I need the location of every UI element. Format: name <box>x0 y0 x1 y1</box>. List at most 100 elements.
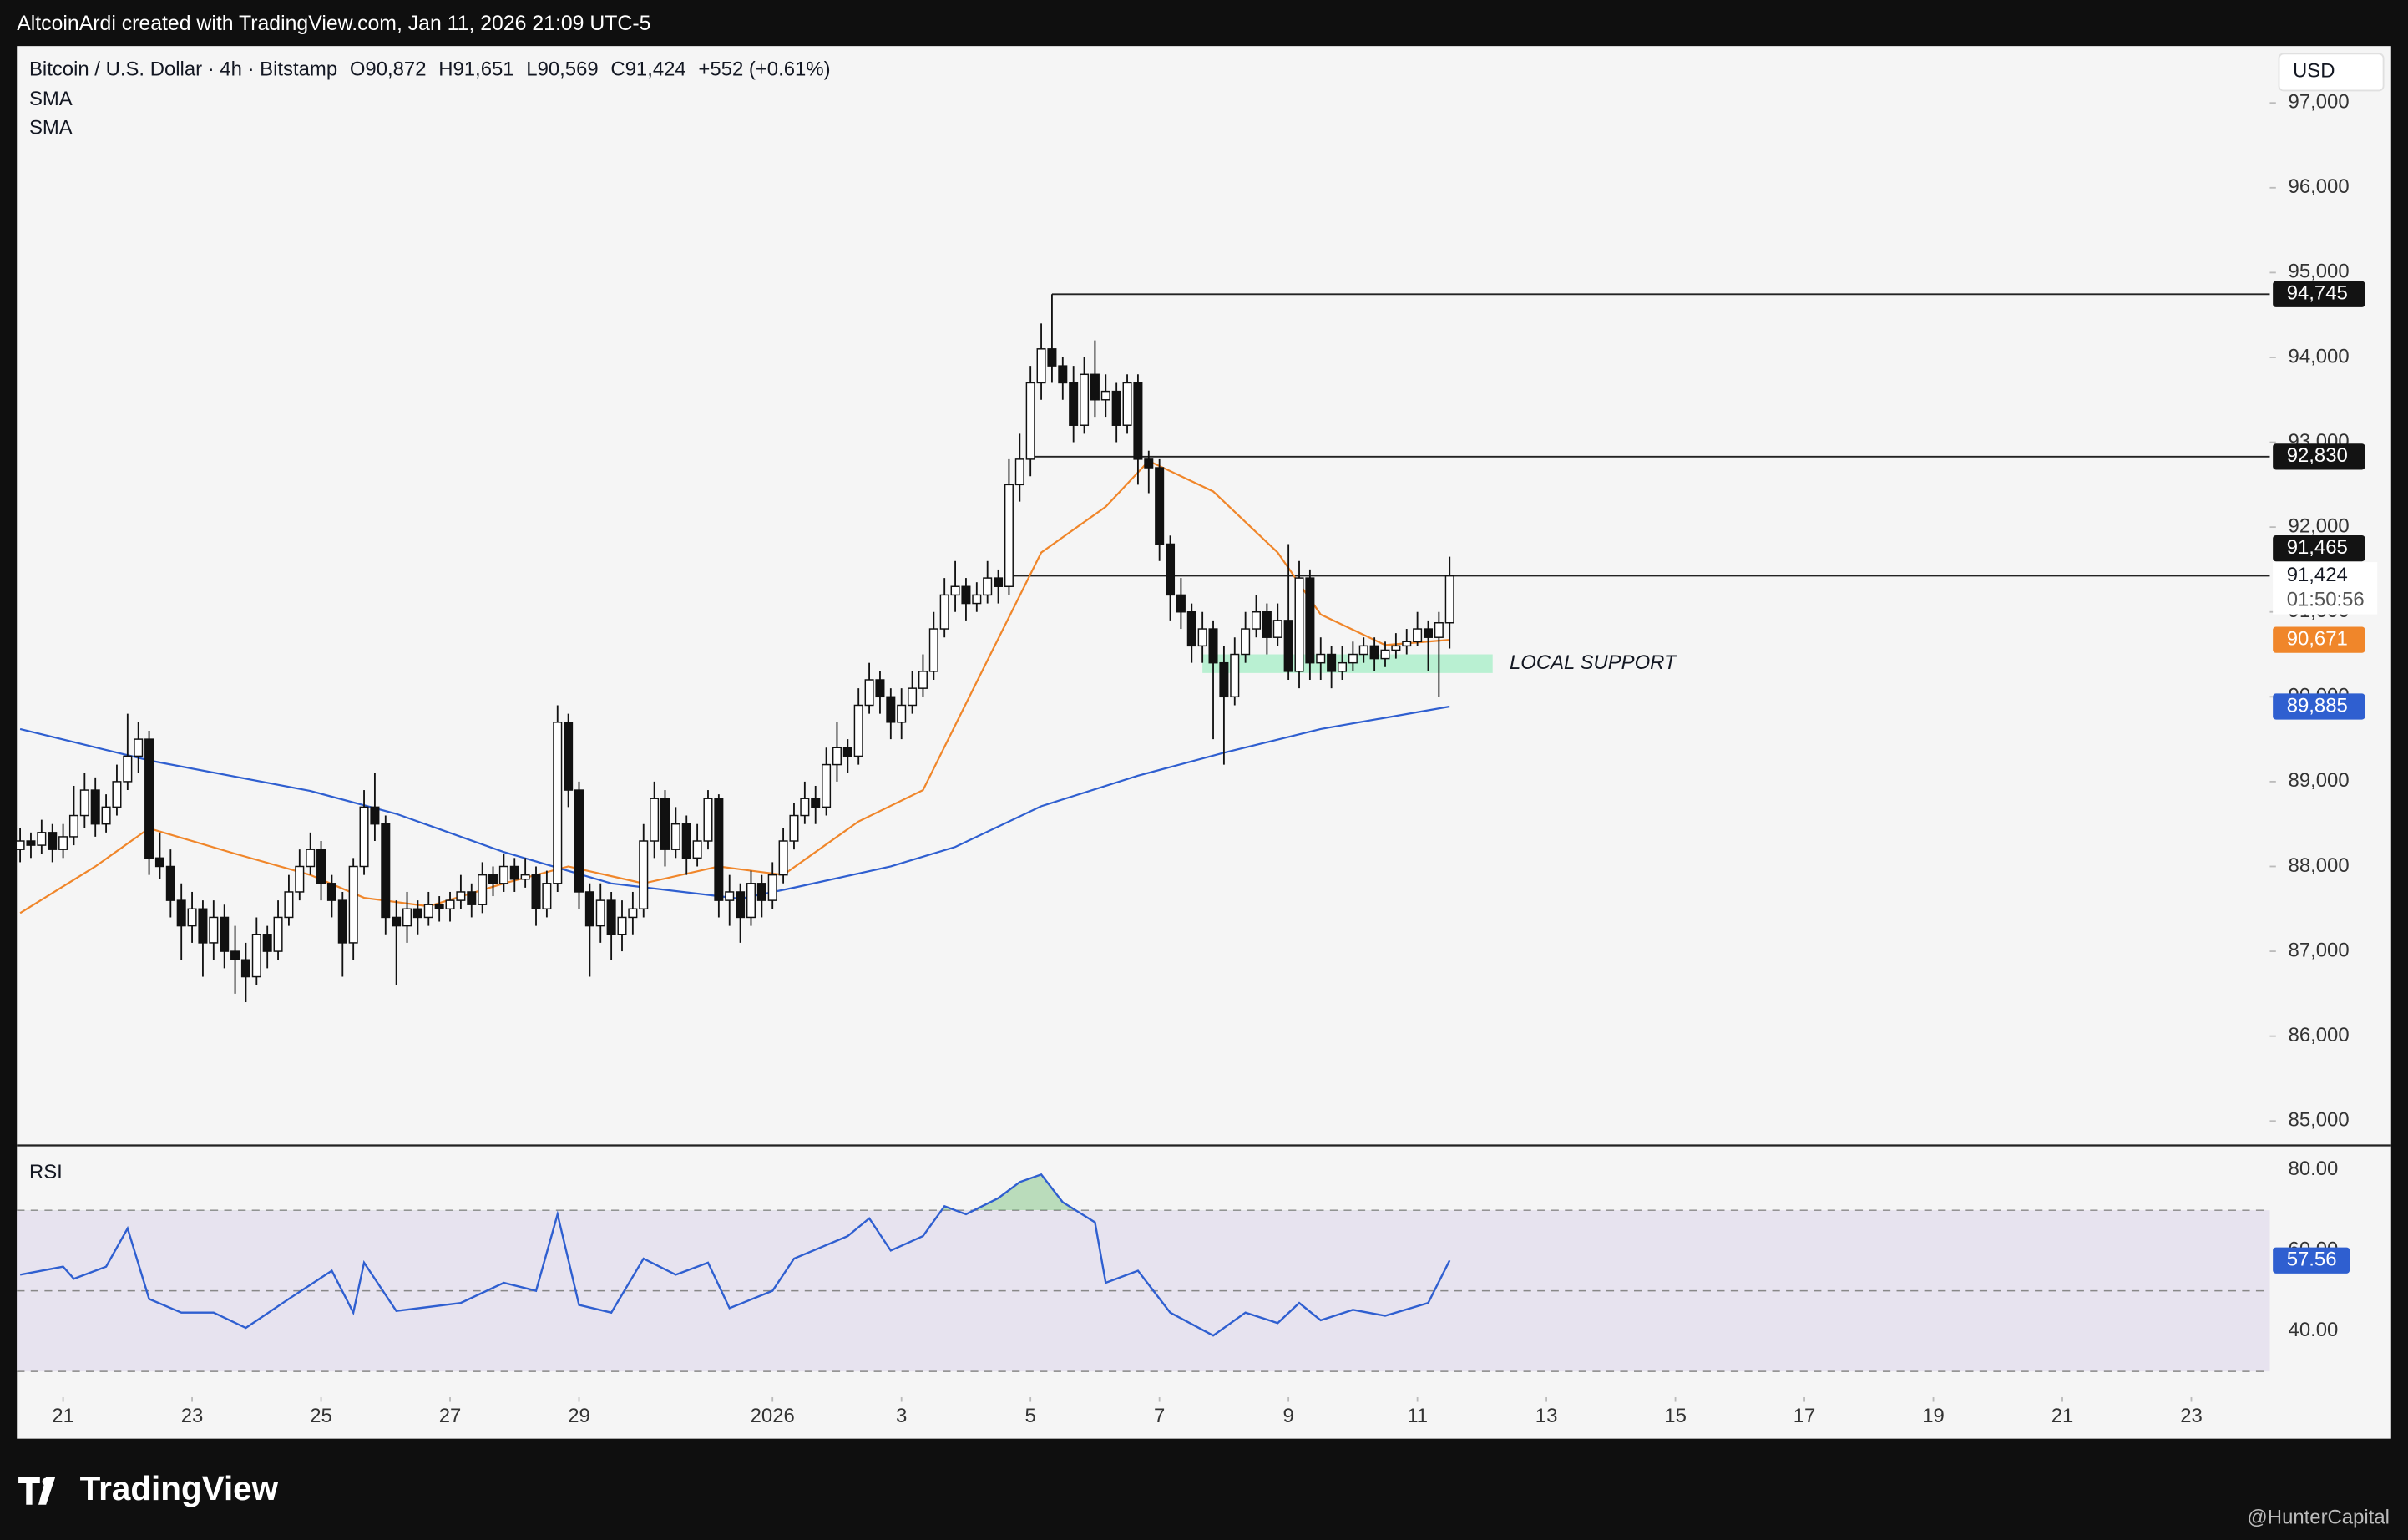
candle-body <box>101 806 111 825</box>
x-tick-label: 23 <box>2180 1405 2203 1427</box>
chart-panel <box>17 46 2391 1439</box>
candle-body <box>134 738 144 757</box>
candle-body <box>154 857 164 868</box>
candle-body <box>1358 645 1368 656</box>
candle-body <box>262 934 272 952</box>
candle-body <box>606 899 616 935</box>
candle-body <box>412 908 422 919</box>
candle-body <box>488 874 498 884</box>
candle-body <box>58 836 68 850</box>
candle-body <box>1369 645 1379 660</box>
candle-body <box>928 628 938 672</box>
candle-body <box>1004 484 1014 587</box>
candle-body <box>800 798 810 817</box>
candle-body <box>1080 373 1090 426</box>
candle-body <box>1058 365 1068 384</box>
candle-body <box>564 722 574 791</box>
x-tick-label: 7 <box>1154 1405 1165 1427</box>
currency-button[interactable] <box>2278 53 2385 92</box>
candle-body <box>423 904 433 919</box>
indicator-label[interactable]: SMA <box>29 88 73 110</box>
rsi-line <box>19 1173 1451 1337</box>
y-tick-label: 85,000 <box>2289 1109 2350 1132</box>
candle-body <box>1327 653 1337 672</box>
indicator-label[interactable]: SMA <box>29 117 73 139</box>
candle-body <box>1305 577 1315 664</box>
candle-body <box>1025 382 1035 460</box>
candle-body <box>864 679 874 707</box>
candle-body <box>736 891 746 919</box>
candle-body <box>295 865 305 893</box>
support-zone <box>1202 654 1493 673</box>
candle-body <box>617 916 627 935</box>
candle-body <box>123 755 133 783</box>
candle-body <box>1434 621 1444 638</box>
candle-body <box>1230 653 1240 698</box>
candle-body <box>746 883 756 919</box>
currency-label[interactable]: USD <box>2293 60 2335 83</box>
candle-body <box>1166 543 1176 596</box>
x-tick-label: 15 <box>1664 1405 1687 1427</box>
candle-body <box>1272 620 1282 638</box>
candle-body <box>853 704 863 757</box>
candle-body <box>1069 382 1079 426</box>
legend-close: C91,424 <box>610 58 685 81</box>
candle-body <box>209 916 219 944</box>
candle-body <box>1176 594 1186 613</box>
candle-body <box>842 747 852 757</box>
candle-body <box>165 865 175 901</box>
rsi-title[interactable]: RSI <box>29 1161 63 1183</box>
x-tick-label: 2026 <box>751 1405 795 1427</box>
candle-body <box>1348 653 1358 664</box>
candle-body <box>1241 628 1251 656</box>
candle-body <box>939 594 949 630</box>
credit: @HunterCapital <box>2248 1507 2390 1529</box>
countdown: 01:50:56 <box>2287 588 2365 610</box>
x-tick-label: 9 <box>1282 1405 1293 1427</box>
candle-body <box>144 738 154 859</box>
candle-body <box>1036 348 1046 384</box>
candle-body <box>1337 661 1348 672</box>
candle-body <box>628 908 638 919</box>
candle-body <box>703 798 713 842</box>
y-tick-label: 96,000 <box>2289 175 2350 198</box>
legend: Bitcoin / U.S. Dollar · 4h · Bitstamp O90… <box>29 58 831 81</box>
candle-body <box>1047 348 1057 367</box>
x-tick-label: 21 <box>2051 1405 2074 1427</box>
candle-body <box>1186 610 1196 647</box>
high-tag: 91,465 <box>2287 536 2348 559</box>
candle-body <box>326 883 336 901</box>
candle-body <box>1423 628 1434 638</box>
candle-body <box>37 832 47 846</box>
candle-body <box>509 865 519 880</box>
rsi-tick-label: 80.00 <box>2289 1158 2339 1180</box>
chart-layer: 85,00086,00087,00088,00089,00090,00091,0… <box>15 91 2378 1427</box>
rsi-tag: 57.56 <box>2287 1249 2337 1271</box>
x-tick-label: 17 <box>1793 1405 1816 1427</box>
candle-body <box>1316 653 1326 664</box>
candle-body <box>531 874 541 910</box>
candle-body <box>220 916 230 952</box>
candle-body <box>542 883 552 910</box>
candle-body <box>359 806 369 868</box>
candle-body <box>660 798 670 850</box>
candle-body <box>240 959 250 978</box>
candle-body <box>1111 390 1121 426</box>
x-tick-label: 21 <box>52 1405 74 1427</box>
candle-body <box>681 823 691 859</box>
candle-body <box>1090 373 1100 401</box>
brand[interactable]: TradingView <box>80 1469 279 1507</box>
candle-body <box>187 908 197 927</box>
candle-body <box>875 679 885 698</box>
x-tick-label: 23 <box>181 1405 204 1427</box>
candle-body <box>68 814 78 838</box>
y-tick-label: 94,000 <box>2289 345 2350 367</box>
candle-body <box>908 687 918 707</box>
candle-body <box>48 832 58 850</box>
level-tag: 92,830 <box>2287 444 2348 467</box>
y-tick-label: 88,000 <box>2289 854 2350 877</box>
candle-body <box>778 840 788 876</box>
candle-body <box>639 840 649 910</box>
logo <box>18 1477 56 1505</box>
candle-body <box>1144 458 1154 469</box>
